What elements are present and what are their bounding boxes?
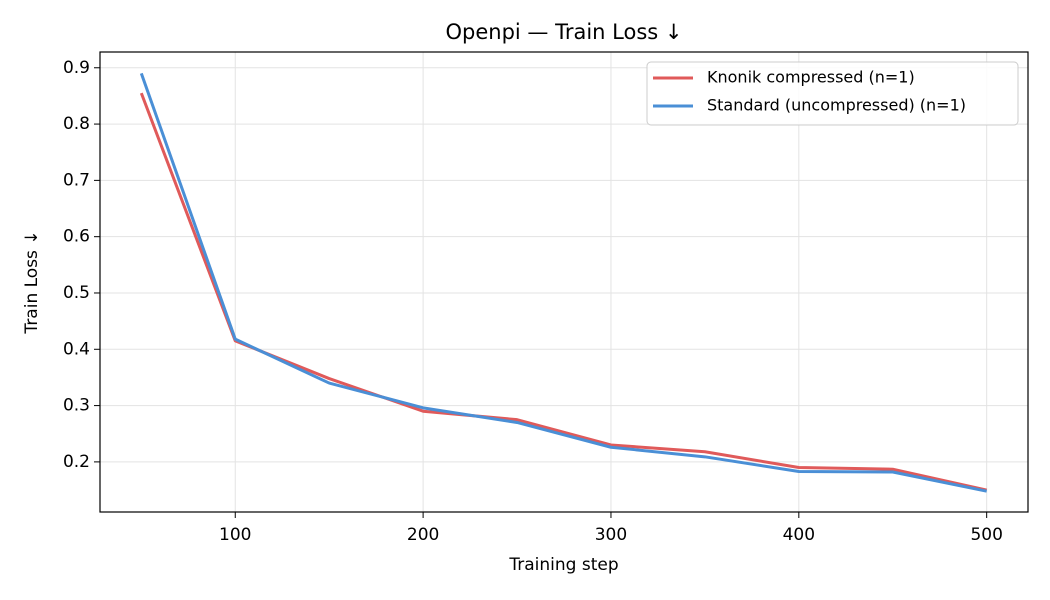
y-tick-label: 0.8: [63, 114, 90, 134]
legend-label: Knonik compressed (n=1): [707, 68, 915, 87]
y-tick-label: 0.3: [63, 396, 90, 416]
y-tick-label: 0.9: [63, 58, 90, 78]
legend-label: Standard (uncompressed) (n=1): [707, 96, 966, 115]
y-tick-label: 0.4: [63, 339, 90, 359]
x-tick-label: 200: [407, 525, 439, 545]
y-tick-label: 0.5: [63, 283, 90, 303]
x-tick-label: 300: [595, 525, 627, 545]
y-axis-label: Train Loss ↓: [22, 230, 42, 334]
x-tick-label: 400: [783, 525, 815, 545]
x-axis-label: Training step: [508, 555, 618, 575]
line-series: [139, 72, 987, 493]
y-tick-label: 0.2: [63, 452, 90, 472]
y-tick-label: 0.6: [63, 227, 90, 247]
chart-title: Openpi — Train Loss ↓: [446, 20, 683, 44]
line-series: [139, 92, 987, 492]
plot-frame: [99, 51, 1029, 513]
x-tick-label: 100: [219, 525, 251, 545]
y-tick-label: 0.7: [63, 170, 90, 190]
x-tick-label: 500: [970, 525, 1002, 545]
legend-box: [646, 61, 1019, 126]
